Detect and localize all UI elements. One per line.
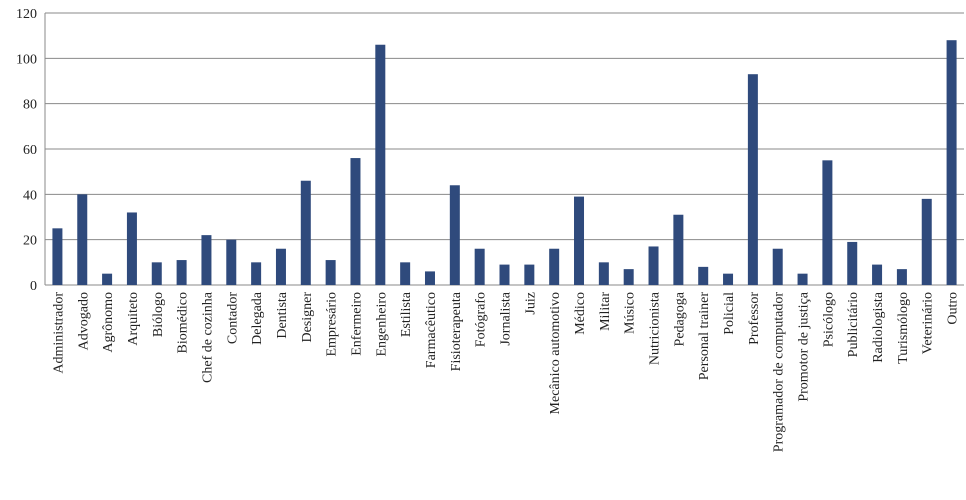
x-tick-label: Personal trainer [697,292,712,381]
bar [499,264,510,285]
x-tick-label: Outro [946,292,961,325]
y-tick-label: 80 [23,98,37,113]
bar [847,241,858,285]
bar [946,40,957,286]
x-tick-label: Psicólogo [821,292,836,347]
x-tick-label: Promotor de justiça [797,291,812,401]
x-tick-label: Delegada [250,291,265,345]
x-tick-label: Chef de cozinha [200,291,215,383]
bar [176,260,187,285]
bar [698,266,709,285]
x-tick-label: Designer [300,292,315,343]
bar [896,269,907,285]
x-tick-label: Nutricionista [648,291,663,365]
bar [822,160,833,285]
x-tick-label: Dentista [275,291,290,338]
x-tick-label: Biomédico [176,292,191,353]
bar [673,214,684,285]
x-tick-label: Professor [747,292,762,345]
x-tick-label: Arquiteto [126,292,141,346]
bar [872,264,883,285]
x-tick-label: Publicitário [846,292,861,357]
bar [226,239,237,285]
bar [772,248,783,285]
bar [598,262,609,285]
bar [474,248,485,285]
bar [449,185,460,285]
x-tick-label: Radiologista [871,291,886,363]
x-tick-label: Programador de computador [772,292,787,453]
x-tick-label: Policial [722,292,737,335]
bar [251,262,262,285]
x-tick-label: Fisioterapeuta [449,291,464,371]
bar [723,273,734,285]
x-tick-label: Agrônomo [101,292,116,353]
bar [77,194,88,285]
x-tick-label: Jornalista [499,291,514,345]
bar [747,74,758,285]
bar [275,248,286,285]
y-tick-label: 120 [16,7,37,22]
x-tick-label: Pedagoga [672,291,687,346]
bar [524,264,535,285]
x-tick-label: Militar [598,292,613,331]
bar [350,158,361,285]
bar [375,44,386,285]
y-tick-label: 40 [23,188,37,203]
bar [648,246,659,285]
bar [325,260,336,285]
bar [151,262,162,285]
bar [574,196,585,285]
x-tick-label: Veterinário [921,292,936,354]
bar [126,212,137,285]
bar [300,180,311,285]
x-tick-label: Juiz [523,292,538,315]
bar [623,269,634,285]
x-tick-label: Administrador [51,292,66,374]
x-tick-label: Fotógrafo [474,292,489,347]
y-tick-label: 60 [23,143,37,158]
bar [52,228,63,285]
x-tick-label: Enfermeiro [349,292,364,356]
y-tick-label: 100 [16,52,37,67]
x-tick-label: Contador [225,292,240,344]
x-tick-label: Engenheiro [374,292,389,357]
x-tick-label: Empresário [325,292,340,357]
x-tick-label: Turismólogo [896,292,911,364]
x-tick-label: Estilista [399,291,414,337]
bar [549,248,560,285]
x-tick-label: Mecânico automotivo [548,292,563,414]
bar [102,273,113,285]
bar [424,271,435,285]
y-tick-label: 0 [30,279,37,294]
x-tick-label: Biólogo [151,292,166,337]
bar [797,273,808,285]
x-tick-label: Advogado [76,292,91,350]
x-tick-label: Músico [623,292,638,334]
x-tick-label: Médico [573,292,588,335]
y-tick-label: 20 [23,234,37,249]
bar [400,262,411,285]
bar [201,235,212,285]
x-tick-label: Farmacêutico [424,292,439,368]
bar [921,198,932,285]
